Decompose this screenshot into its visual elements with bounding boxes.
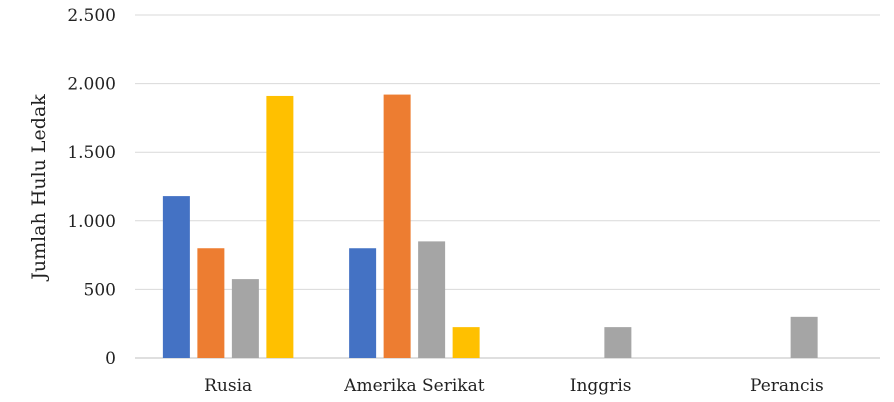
y-tick-label: 1.500	[67, 143, 116, 163]
bars	[162, 94, 818, 359]
bar	[790, 316, 818, 358]
bar	[197, 248, 225, 358]
x-category-label: Amerika Serikat	[343, 376, 485, 396]
y-axis-tick-labels: 0 500 1.000 1.500 2.000 2.500	[67, 6, 116, 369]
bar	[604, 327, 632, 358]
x-category-label: Perancis	[750, 376, 824, 396]
gridlines	[135, 14, 880, 359]
y-tick-label: 2.000	[67, 75, 116, 95]
bar	[231, 279, 259, 358]
bar	[349, 248, 377, 358]
x-category-label: Inggris	[570, 376, 632, 396]
y-axis-label: Jumlah Hulu Ledak	[28, 94, 50, 282]
y-tick-label: 500	[84, 280, 116, 300]
bar	[383, 94, 411, 359]
bar	[418, 241, 446, 358]
bar	[162, 196, 190, 358]
bar	[452, 327, 480, 358]
x-category-label: Rusia	[204, 376, 252, 396]
bar	[266, 95, 294, 358]
x-axis-category-labels: Rusia Amerika Serikat Inggris Perancis	[204, 376, 824, 396]
y-tick-label: 2.500	[67, 6, 116, 26]
y-tick-label: 0	[105, 349, 116, 369]
y-tick-label: 1.000	[67, 212, 116, 232]
